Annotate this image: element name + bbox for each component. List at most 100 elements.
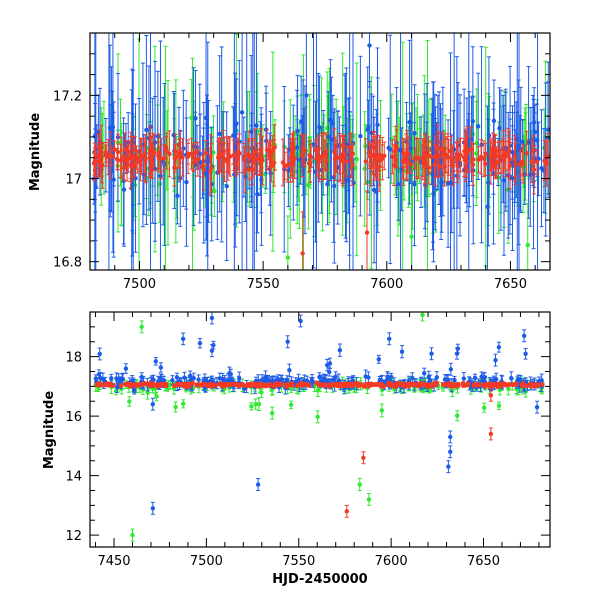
y-tick-label: 17 (65, 173, 82, 188)
red-data-point (450, 146, 456, 186)
blue-data-point (429, 347, 434, 361)
red-data-point (130, 145, 136, 169)
red-data-point (257, 133, 262, 176)
red-data-point (519, 383, 525, 388)
red-data-point (416, 138, 421, 179)
blue-data-point (209, 312, 215, 325)
green-data-point (379, 403, 385, 418)
red-data-point (201, 148, 206, 191)
red-data-point (267, 144, 273, 167)
blue-data-point (239, 33, 245, 270)
red-data-point (421, 139, 427, 169)
x-tick-label: 7650 (467, 554, 500, 569)
blue-data-point (255, 478, 261, 491)
blue-data-point (158, 362, 164, 373)
blue-data-point (446, 460, 451, 474)
green-data-point (181, 399, 186, 409)
blue-data-point (539, 109, 544, 228)
green-data-point (315, 410, 320, 424)
red-data-point (202, 382, 208, 387)
red-data-point (512, 382, 517, 387)
blue-data-point (197, 338, 203, 349)
red-data-point (157, 383, 162, 388)
blue-data-point (479, 371, 484, 383)
red-data-point (105, 382, 111, 388)
red-data-point (225, 382, 230, 387)
x-axis-title: HJD-2450000 (272, 572, 367, 587)
red-data-point (481, 140, 487, 178)
blue-data-point (224, 111, 229, 262)
bottom-panel-frame (89, 311, 551, 548)
red-data-point (423, 382, 429, 387)
green-data-point (288, 400, 294, 410)
green-data-point (525, 202, 530, 270)
red-data-point (439, 140, 444, 159)
red-data-point (414, 382, 420, 387)
blue-data-point (287, 363, 292, 377)
red-data-point (326, 383, 331, 389)
red-data-point (236, 383, 241, 388)
red-data-point (203, 140, 209, 167)
green-data-point (420, 312, 425, 322)
red-data-point (175, 143, 180, 169)
blue-data-point (209, 344, 215, 358)
red-data-point (322, 382, 328, 388)
red-data-point (150, 144, 155, 179)
red-data-point (473, 382, 479, 388)
green-data-point (496, 401, 502, 411)
red-data-point (252, 151, 257, 171)
bottom-panel-ticks (90, 311, 550, 547)
red-data-point (280, 138, 286, 187)
red-data-point (272, 383, 278, 389)
blue-data-point (254, 33, 259, 252)
blue-data-point (180, 332, 186, 346)
x-tick-label: 7450 (97, 554, 130, 569)
red-data-point (195, 141, 200, 177)
red-data-point (391, 144, 397, 187)
blue-data-point (541, 128, 547, 213)
x-tick-label: 7550 (247, 277, 280, 292)
red-data-point (191, 152, 197, 173)
red-data-point (156, 141, 161, 170)
red-data-point (300, 138, 306, 166)
red-data-point (282, 151, 287, 181)
red-data-point (222, 136, 227, 183)
red-data-point (426, 136, 431, 174)
green-data-point (354, 62, 359, 257)
red-data-point (361, 384, 367, 389)
red-data-point (453, 383, 458, 389)
red-data-point (494, 146, 499, 179)
red-data-point (172, 144, 177, 173)
blue-data-point (535, 33, 540, 270)
red-data-point (186, 384, 191, 389)
red-data-point (490, 143, 495, 168)
red-data-point (449, 383, 455, 389)
green-data-point (154, 391, 159, 402)
x-tick-label: 7600 (375, 554, 408, 569)
blue-data-point (493, 353, 498, 367)
green-data-point (269, 406, 275, 420)
red-data-point (506, 130, 512, 170)
y-tick-label: 17.2 (53, 89, 82, 104)
blue-data-point (144, 35, 149, 225)
green-data-point (454, 410, 460, 422)
top-panel-ticks (89, 32, 550, 270)
red-data-point (476, 146, 481, 173)
y-tick-label: 18 (65, 351, 82, 366)
red-data-point (138, 137, 143, 182)
red-data-point (464, 382, 470, 388)
blue-data-point (510, 105, 515, 252)
red-data-point (462, 141, 467, 162)
blue-data-point (114, 372, 119, 385)
red-data-point (317, 135, 322, 183)
x-tick-label: 7500 (123, 277, 156, 292)
green-data-point (357, 478, 362, 491)
red-data-point (364, 190, 370, 270)
red-data-point (405, 381, 411, 387)
top-y-axis-title: Magnitude (28, 113, 43, 192)
red-data-point (346, 382, 352, 387)
red-data-point (276, 381, 281, 387)
red-data-point (288, 138, 294, 179)
red-data-point (390, 139, 395, 175)
blue-data-point (367, 33, 372, 88)
